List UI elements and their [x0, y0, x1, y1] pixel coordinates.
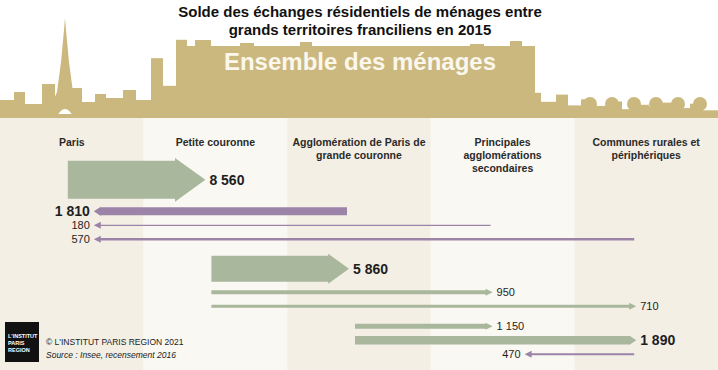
- logo-box: [5, 322, 39, 362]
- flow-label: 470: [502, 348, 520, 360]
- column-head-line: agglomérations: [464, 149, 542, 161]
- flow-arrow: [211, 254, 349, 284]
- tree: [605, 97, 619, 111]
- column-stripe: [431, 118, 575, 370]
- title-line: grands territoires franciliens en 2015: [229, 21, 492, 38]
- column-head-line: Petite couronne: [176, 136, 256, 148]
- column-stripe: [574, 118, 718, 370]
- chart-svg: Solde des échanges résidentiels de ménag…: [0, 0, 718, 370]
- column-head-line: Communes rurales et: [593, 136, 701, 148]
- building: [123, 90, 136, 118]
- flow-arrow: [355, 335, 636, 345]
- tree: [627, 97, 641, 111]
- logo: L'INSTITUTPARISREGION: [5, 322, 39, 362]
- column-stripe: [287, 118, 431, 370]
- tree: [649, 97, 663, 111]
- tower: [510, 41, 522, 118]
- flow-arrows: [68, 158, 636, 358]
- background: [0, 0, 718, 370]
- flow-arrow: [355, 323, 493, 330]
- column-stripes: [0, 118, 718, 370]
- flow-arrow: [211, 289, 492, 296]
- column-head-line: Agglomération de Paris de: [292, 136, 425, 148]
- skyline: [0, 18, 718, 118]
- flow-arrow: [525, 351, 635, 358]
- tower: [195, 40, 211, 118]
- column-head-line: Paris: [59, 136, 85, 148]
- building: [151, 58, 163, 118]
- tree: [693, 97, 707, 111]
- flow-arrow: [94, 222, 491, 229]
- flow-arrow: [94, 236, 634, 243]
- flow-labels: 8 560 1 810180 570 5 860 950 710 1 150 1 890 470: [55, 172, 676, 360]
- flow-label: 1 810: [55, 203, 90, 219]
- ground-strip: [0, 114, 718, 118]
- tree: [671, 97, 685, 111]
- flow-arrow: [211, 303, 636, 310]
- flow-label: 5 860: [353, 261, 388, 277]
- column-head: Agglomération de Paris degrande couronne: [292, 136, 425, 161]
- column-head: Petite couronne: [176, 136, 256, 148]
- column-head: Paris: [59, 136, 85, 148]
- column-stripe: [144, 118, 288, 370]
- logo-text: L'INSTITUT: [8, 333, 38, 339]
- title-line: Solde des échanges résidentiels de ménag…: [178, 3, 541, 20]
- column-head-line: grande couronne: [316, 149, 402, 161]
- column-head: Principalesagglomérationssecondaires: [464, 136, 542, 174]
- subtitle: Ensemble des ménages: [224, 48, 496, 75]
- flow-arrow: [68, 158, 206, 202]
- flow-arrow: [94, 207, 347, 216]
- logo-text: REGION: [8, 347, 30, 353]
- credit: © L'INSTITUT PARIS REGION 2021: [46, 337, 184, 347]
- flow-label: 570: [71, 233, 89, 245]
- column-head-line: Principales: [475, 136, 531, 148]
- flow-label: 1 150: [497, 320, 525, 332]
- column-head: Communes rurales etpériphériques: [593, 136, 701, 161]
- building: [162, 86, 177, 118]
- column-head-line: périphériques: [611, 149, 681, 161]
- title: Solde des échanges résidentiels de ménag…: [178, 3, 541, 38]
- flow-label: 710: [640, 300, 658, 312]
- tree: [583, 97, 597, 111]
- flow-label: 950: [497, 286, 515, 298]
- source: Source : Insee, recensement 2016: [46, 350, 176, 360]
- flow-label: 1 890: [640, 332, 675, 348]
- logo-text: PARIS: [8, 340, 25, 346]
- flow-label: 8 560: [209, 172, 244, 188]
- chart-root: Solde des échanges résidentiels de ménag…: [0, 0, 718, 370]
- eiffel-tower: [46, 18, 84, 118]
- column-stripe: [0, 118, 144, 370]
- column-head-line: secondaires: [472, 162, 533, 174]
- flow-label: 180: [71, 219, 89, 231]
